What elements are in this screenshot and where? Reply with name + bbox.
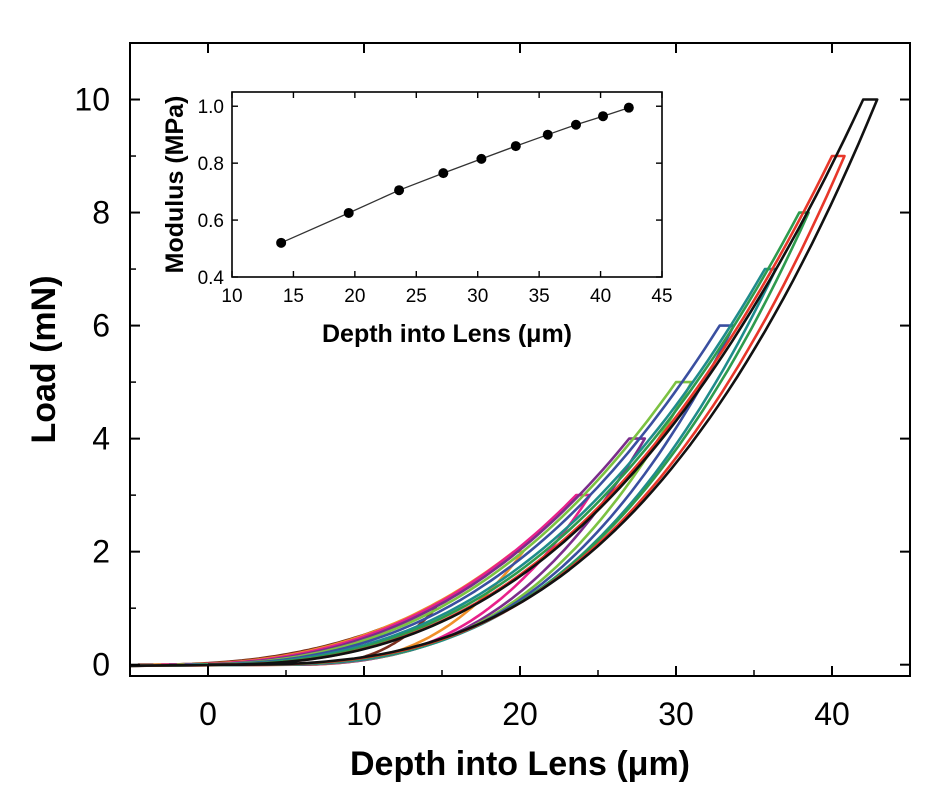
x-tick-label: 10 (346, 696, 382, 732)
inset-y-tick-label: 0.4 (198, 268, 225, 289)
main-x-axis-title: Depth into Lens (μm) (350, 745, 690, 783)
inset-x-tick-label: 40 (590, 286, 611, 307)
y-tick-label: 8 (92, 195, 110, 231)
inset-x-tick-label: 25 (406, 286, 427, 307)
x-tick-label: 30 (658, 696, 694, 732)
inset-y-tick-label: 1.0 (198, 97, 224, 118)
inset-x-tick-label: 30 (467, 286, 488, 307)
inset-data-point (343, 207, 354, 218)
x-tick-label: 40 (814, 696, 850, 732)
x-tick-label: 0 (199, 696, 217, 732)
inset-x-tick-label: 15 (283, 286, 304, 307)
x-tick-label: 20 (502, 696, 538, 732)
inset-y-axis-title: Modulus (MPa) (161, 96, 189, 274)
inset-data-point (598, 111, 609, 122)
y-tick-label: 0 (92, 647, 110, 683)
inset-plot-frame (231, 91, 663, 278)
inset-data-point (542, 129, 553, 140)
curve-5mN (129, 380, 693, 668)
main-x-ticks: 0 10 20 30 40 (129, 43, 911, 732)
y-tick-label: 10 (74, 82, 110, 118)
inset-data-point (623, 102, 634, 113)
inset-data-point (394, 185, 405, 196)
inset-fit-line (280, 107, 630, 244)
inset-y-tick-label: 0.6 (198, 211, 224, 232)
curve-10mN (129, 98, 879, 668)
inset-x-tick-label: 35 (529, 286, 550, 307)
inset-x-tick-label: 10 (221, 286, 242, 307)
curve-8mN (129, 211, 810, 668)
inset-y-tick-label: 0.8 (198, 154, 224, 175)
curve-6mN (129, 324, 735, 668)
y-tick-label: 6 (92, 308, 110, 344)
y-tick-label: 2 (92, 534, 110, 570)
inset-data-point (510, 141, 521, 152)
inset-data-point (476, 153, 487, 164)
main-curves (129, 98, 879, 668)
inset-x-tick-label: 20 (344, 286, 365, 307)
inset-x-tick-label: 45 (651, 286, 672, 307)
inset-data-point (276, 237, 287, 248)
main-y-ticks: 0 2 4 6 8 10 (74, 42, 910, 683)
inset-chart: 10 15 20 25 30 35 40 45 0.4 0.6 0.8 1.0 Depth into L… (161, 91, 673, 348)
inset-data-point (571, 119, 581, 130)
inset-data-point (438, 168, 449, 179)
inset-x-axis-title: Depth into Lens (μm) (322, 320, 572, 348)
main-y-axis-title: Load (mN) (25, 275, 63, 443)
y-tick-label: 4 (92, 421, 110, 457)
